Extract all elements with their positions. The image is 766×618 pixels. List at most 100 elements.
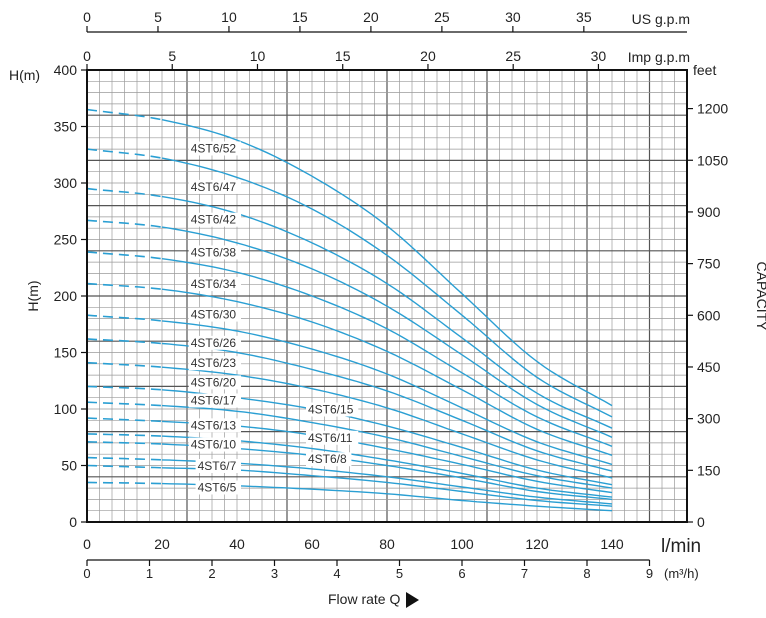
curve-label-bg	[188, 375, 241, 390]
curve-label: 4ST6/26	[191, 336, 237, 350]
x-main-tick-label: 0	[83, 536, 91, 552]
curve-dashed-4st6-34	[86, 251, 163, 260]
y-right-tick-label: 1200	[697, 101, 728, 117]
curve-label: 4ST6/17	[191, 393, 237, 407]
curve-label-group: 4ST6/52 4ST6/47 4ST6/42 4ST6/38 4ST6/34 4ST6/…	[188, 141, 359, 495]
curve-4st6-38	[161, 226, 613, 438]
x-usgpm-tick-label: 35	[576, 9, 592, 25]
x-main-tick-label: 20	[154, 536, 170, 552]
y-right-tick-label: 900	[697, 204, 721, 220]
curve-dashed-4st6-10	[86, 441, 163, 445]
curve-4st6-30	[161, 288, 613, 456]
curve-label-bg	[188, 141, 241, 156]
curve-dashed-4st6-7	[86, 464, 163, 469]
curve-label: 4ST6/15	[308, 403, 354, 417]
x-usgpm-axis-title: US g.p.m	[632, 11, 690, 27]
x-impgpm-tick-label: 15	[335, 48, 351, 64]
curve-dashed-4st6-17	[86, 385, 163, 391]
x-usgpm-tick-label: 20	[363, 9, 379, 25]
x-impgpm-tick-label: 30	[591, 48, 607, 64]
x-main-tick-label: 60	[304, 536, 320, 552]
y-left-tick-label: 200	[54, 288, 78, 304]
curve-label-bg	[188, 437, 241, 452]
x-main-tick-label: 120	[525, 536, 549, 552]
curve-label: 4ST6/47	[191, 180, 237, 194]
y-right-tick-label: 300	[697, 411, 721, 427]
x-m3h-tick-label: 1	[146, 566, 153, 581]
curve-dashed-4st6-15	[86, 401, 163, 407]
axes: 0501001502002503003504000150300450600750…	[54, 9, 729, 581]
curve-label-bg	[188, 418, 241, 433]
curve-dashed-4st6-23	[86, 338, 163, 345]
x-m3h-axis-title: (m³/h)	[664, 566, 699, 581]
curve-4st6-26	[161, 320, 613, 466]
x-m3h-tick-label: 8	[583, 566, 590, 581]
x-m3h-tick-label: 6	[458, 566, 465, 581]
curve-label: 4ST6/30	[191, 308, 237, 322]
curve-label-bg	[188, 335, 241, 350]
curve-label: 4ST6/8	[308, 452, 347, 466]
y-left-tick-label: 0	[69, 514, 77, 530]
y-left-tick-label: 400	[54, 62, 78, 78]
x-usgpm-tick-label: 25	[434, 9, 450, 25]
curve-label-bg	[188, 393, 241, 408]
curve-label: 4ST6/11	[308, 431, 353, 445]
x-m3h-tick-label: 0	[83, 566, 90, 581]
curve-label-bg	[188, 245, 241, 260]
curve-dashed-4st6-52	[86, 108, 163, 121]
x-usgpm-tick-label: 10	[221, 9, 237, 25]
curve-4st6-20	[161, 366, 613, 479]
curve-label: 4ST6/20	[191, 375, 237, 389]
curve-4st6-34	[161, 258, 613, 447]
y-left-tick-label: 250	[54, 232, 78, 248]
y-right-tick-label: 450	[697, 359, 721, 375]
x-main-tick-label: 80	[379, 536, 395, 552]
curve-4st6-15	[161, 404, 613, 489]
y-right-tick-label: 750	[697, 256, 721, 272]
x-impgpm-tick-label: 5	[168, 48, 176, 64]
x-m3h-tick-label: 3	[271, 566, 278, 581]
x-main-tick-label: 40	[229, 536, 245, 552]
curve-label: 4ST6/7	[198, 459, 237, 473]
curve-dashed-4st6-47	[86, 148, 163, 159]
x-m3h-tick-label: 7	[521, 566, 528, 581]
curve-label-bg	[188, 212, 241, 227]
flow-rate-label: Flow rate Q	[328, 591, 400, 607]
x-main-axis-title: l/min	[661, 536, 701, 557]
curve-4st6-52	[161, 119, 613, 407]
curve-label-bg	[306, 452, 352, 467]
curve-label: 4ST6/38	[191, 245, 237, 259]
x-m3h-tick-label: 5	[396, 566, 403, 581]
y-left-tick-label: 50	[61, 458, 77, 474]
x-main-tick-label: 140	[600, 536, 624, 552]
curve-label: 4ST6/42	[191, 213, 237, 227]
y-right-axis-title: CAPACITY	[754, 262, 766, 332]
x-impgpm-tick-label: 25	[505, 48, 521, 64]
curve-dashed-4st6-38	[86, 219, 163, 228]
curve-label: 4ST6/52	[191, 141, 237, 155]
curve-4st6-23	[161, 342, 613, 472]
curve-label-bg	[195, 459, 241, 474]
x-usgpm-tick-label: 15	[292, 9, 308, 25]
grid	[87, 70, 687, 522]
curve-dashed-4st6-5	[86, 481, 163, 485]
curve-label-bg	[188, 179, 241, 194]
x-m3h-tick-label: 4	[333, 566, 340, 581]
y-right-tick-label: 150	[697, 462, 721, 478]
curve-label: 4ST6/10	[191, 438, 237, 452]
x-impgpm-tick-label: 20	[420, 48, 436, 64]
y-left-tick-label: 350	[54, 119, 78, 135]
curve-4st6-47	[161, 157, 613, 418]
curve-label-bg	[188, 307, 241, 322]
curve-dashed-4st6-42	[86, 187, 163, 198]
curve-dashed-4st6-30	[86, 282, 163, 290]
curve-label: 4ST6/5	[198, 480, 237, 494]
curve-label-bg	[306, 430, 359, 445]
y-left-tick-label: 150	[54, 345, 78, 361]
curve-dashed-4st6-8	[86, 456, 163, 461]
curve-label-bg	[195, 480, 241, 495]
x-main-tick-label: 100	[450, 536, 474, 552]
y-right-tick-label: 0	[697, 514, 705, 530]
curve-dashed-4st6-26	[86, 314, 163, 322]
